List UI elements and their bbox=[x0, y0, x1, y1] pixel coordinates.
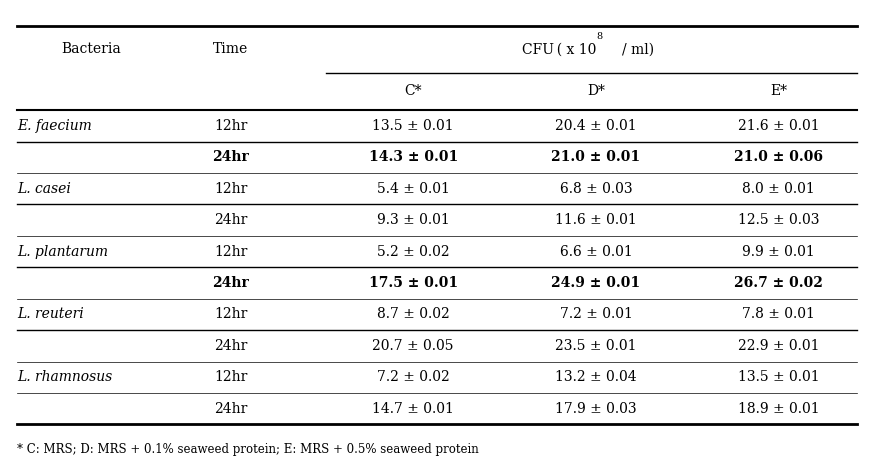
Text: 14.7 ± 0.01: 14.7 ± 0.01 bbox=[372, 402, 454, 416]
Text: 24.9 ± 0.01: 24.9 ± 0.01 bbox=[551, 276, 640, 290]
Text: 13.2 ± 0.04: 13.2 ± 0.04 bbox=[554, 371, 636, 384]
Text: 21.0 ± 0.01: 21.0 ± 0.01 bbox=[551, 151, 640, 164]
Text: 20.4 ± 0.01: 20.4 ± 0.01 bbox=[554, 119, 636, 133]
Text: 12hr: 12hr bbox=[214, 308, 247, 321]
Text: 12hr: 12hr bbox=[214, 371, 247, 384]
Text: 8.0 ± 0.01: 8.0 ± 0.01 bbox=[741, 182, 814, 196]
Text: 18.9 ± 0.01: 18.9 ± 0.01 bbox=[737, 402, 819, 416]
Text: C*: C* bbox=[404, 84, 421, 98]
Text: 9.9 ± 0.01: 9.9 ± 0.01 bbox=[741, 245, 814, 258]
Text: 24hr: 24hr bbox=[212, 151, 249, 164]
Text: E. faecium: E. faecium bbox=[17, 119, 92, 133]
Text: L. rhamnosus: L. rhamnosus bbox=[17, 371, 112, 384]
Text: 5.4 ± 0.01: 5.4 ± 0.01 bbox=[376, 182, 449, 196]
Text: 24hr: 24hr bbox=[214, 402, 247, 416]
Text: 7.8 ± 0.01: 7.8 ± 0.01 bbox=[741, 308, 814, 321]
Text: 13.5 ± 0.01: 13.5 ± 0.01 bbox=[372, 119, 454, 133]
Text: 11.6 ± 0.01: 11.6 ± 0.01 bbox=[554, 213, 636, 227]
Text: 24hr: 24hr bbox=[212, 276, 249, 290]
Text: 20.7 ± 0.05: 20.7 ± 0.05 bbox=[372, 339, 454, 353]
Text: L. reuteri: L. reuteri bbox=[17, 308, 84, 321]
Text: 5.2 ± 0.02: 5.2 ± 0.02 bbox=[376, 245, 449, 258]
Text: Bacteria: Bacteria bbox=[62, 42, 121, 56]
Text: D*: D* bbox=[587, 84, 604, 98]
Text: 13.5 ± 0.01: 13.5 ± 0.01 bbox=[737, 371, 819, 384]
Text: CFU ( x 10: CFU ( x 10 bbox=[521, 42, 595, 56]
Text: L. casei: L. casei bbox=[17, 182, 71, 196]
Text: 12hr: 12hr bbox=[214, 245, 247, 258]
Text: 21.0 ± 0.06: 21.0 ± 0.06 bbox=[733, 151, 822, 164]
Text: 22.9 ± 0.01: 22.9 ± 0.01 bbox=[737, 339, 819, 353]
Text: Time: Time bbox=[213, 42, 248, 56]
Text: 17.9 ± 0.03: 17.9 ± 0.03 bbox=[554, 402, 636, 416]
Text: 26.7 ± 0.02: 26.7 ± 0.02 bbox=[733, 276, 822, 290]
Text: 8: 8 bbox=[596, 31, 602, 41]
Text: 21.6 ± 0.01: 21.6 ± 0.01 bbox=[737, 119, 819, 133]
Text: * C: MRS; D: MRS + 0.1% seaweed protein; E: MRS + 0.5% seaweed protein: * C: MRS; D: MRS + 0.1% seaweed protein;… bbox=[17, 443, 479, 456]
Text: 24hr: 24hr bbox=[214, 339, 247, 353]
Text: 8.7 ± 0.02: 8.7 ± 0.02 bbox=[376, 308, 449, 321]
Text: 17.5 ± 0.01: 17.5 ± 0.01 bbox=[368, 276, 457, 290]
Text: 12.5 ± 0.03: 12.5 ± 0.03 bbox=[737, 213, 819, 227]
Text: L. plantarum: L. plantarum bbox=[17, 245, 109, 258]
Text: 12hr: 12hr bbox=[214, 119, 247, 133]
Text: 7.2 ± 0.02: 7.2 ± 0.02 bbox=[376, 371, 449, 384]
Text: 6.8 ± 0.03: 6.8 ± 0.03 bbox=[559, 182, 632, 196]
Text: 12hr: 12hr bbox=[214, 182, 247, 196]
Text: 9.3 ± 0.01: 9.3 ± 0.01 bbox=[376, 213, 449, 227]
Text: 7.2 ± 0.01: 7.2 ± 0.01 bbox=[559, 308, 632, 321]
Text: 6.6 ± 0.01: 6.6 ± 0.01 bbox=[559, 245, 632, 258]
Text: 24hr: 24hr bbox=[214, 213, 247, 227]
Text: E*: E* bbox=[769, 84, 786, 98]
Text: 23.5 ± 0.01: 23.5 ± 0.01 bbox=[554, 339, 636, 353]
Text: 14.3 ± 0.01: 14.3 ± 0.01 bbox=[368, 151, 457, 164]
Text: / ml): / ml) bbox=[621, 42, 653, 56]
